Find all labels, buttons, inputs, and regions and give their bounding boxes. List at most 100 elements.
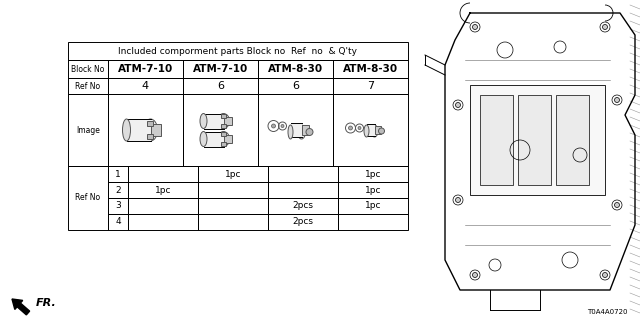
Text: 1: 1 bbox=[115, 170, 121, 179]
Text: 1pc: 1pc bbox=[365, 202, 381, 211]
Bar bbox=[183, 78, 258, 94]
Text: Block No: Block No bbox=[71, 65, 105, 74]
Bar bbox=[221, 132, 225, 136]
Bar bbox=[268, 166, 338, 182]
Bar bbox=[68, 166, 108, 230]
Circle shape bbox=[456, 102, 461, 108]
Bar bbox=[518, 95, 551, 185]
Bar bbox=[108, 166, 128, 182]
Text: 2pcs: 2pcs bbox=[292, 202, 314, 211]
Bar bbox=[128, 182, 198, 198]
Text: 4: 4 bbox=[115, 218, 121, 227]
Bar bbox=[470, 85, 605, 195]
Bar bbox=[338, 198, 408, 214]
Circle shape bbox=[614, 203, 620, 207]
Bar bbox=[108, 60, 183, 78]
Circle shape bbox=[271, 124, 275, 128]
Ellipse shape bbox=[143, 119, 157, 141]
Bar bbox=[150, 124, 161, 136]
Circle shape bbox=[306, 129, 313, 135]
Bar bbox=[198, 198, 268, 214]
Bar bbox=[223, 117, 232, 125]
Text: Ref No: Ref No bbox=[76, 194, 100, 203]
Text: 2pcs: 2pcs bbox=[292, 218, 314, 227]
Bar bbox=[333, 78, 408, 94]
Bar bbox=[108, 182, 128, 198]
Text: ATM-7-10: ATM-7-10 bbox=[118, 64, 173, 74]
Bar bbox=[127, 119, 150, 141]
Ellipse shape bbox=[122, 119, 131, 141]
Circle shape bbox=[602, 273, 607, 277]
Bar bbox=[291, 123, 301, 137]
Circle shape bbox=[472, 25, 477, 29]
Text: T0A4A0720: T0A4A0720 bbox=[588, 309, 628, 315]
Circle shape bbox=[358, 126, 361, 130]
Circle shape bbox=[378, 128, 385, 134]
Bar bbox=[204, 114, 223, 129]
Text: Included comporment parts Block no  Ref  no  & Q'ty: Included comporment parts Block no Ref n… bbox=[118, 46, 358, 55]
Bar bbox=[68, 42, 408, 60]
Bar bbox=[68, 60, 108, 78]
Bar bbox=[204, 132, 223, 147]
Text: 1pc: 1pc bbox=[365, 170, 381, 179]
Bar bbox=[268, 214, 338, 230]
Text: 2: 2 bbox=[115, 186, 121, 195]
Bar bbox=[258, 78, 333, 94]
Bar bbox=[333, 94, 408, 166]
Bar bbox=[367, 124, 374, 136]
Bar bbox=[221, 124, 225, 128]
Bar bbox=[338, 214, 408, 230]
Ellipse shape bbox=[218, 114, 230, 129]
Bar bbox=[128, 198, 198, 214]
Circle shape bbox=[456, 197, 461, 203]
FancyArrow shape bbox=[12, 299, 29, 315]
Bar bbox=[198, 182, 268, 198]
Ellipse shape bbox=[218, 132, 230, 147]
Bar bbox=[198, 166, 268, 182]
Text: 1pc: 1pc bbox=[365, 186, 381, 195]
Bar bbox=[480, 95, 513, 185]
Bar bbox=[338, 166, 408, 182]
Ellipse shape bbox=[200, 132, 207, 147]
Bar bbox=[223, 135, 232, 143]
Bar bbox=[68, 78, 108, 94]
Circle shape bbox=[602, 25, 607, 29]
Text: 4: 4 bbox=[142, 81, 149, 91]
Text: Image: Image bbox=[76, 125, 100, 134]
Bar bbox=[333, 60, 408, 78]
Bar bbox=[301, 125, 308, 135]
Ellipse shape bbox=[298, 125, 305, 139]
Text: 6: 6 bbox=[292, 81, 299, 91]
Ellipse shape bbox=[371, 125, 378, 137]
Bar bbox=[128, 166, 198, 182]
Ellipse shape bbox=[364, 125, 369, 137]
Text: ATM-7-10: ATM-7-10 bbox=[193, 64, 248, 74]
Bar bbox=[108, 78, 183, 94]
Circle shape bbox=[281, 124, 284, 127]
Text: 1pc: 1pc bbox=[155, 186, 172, 195]
Bar bbox=[183, 94, 258, 166]
Text: ATM-8-30: ATM-8-30 bbox=[268, 64, 323, 74]
Text: 1pc: 1pc bbox=[225, 170, 241, 179]
Bar bbox=[147, 134, 152, 139]
Bar bbox=[128, 214, 198, 230]
Circle shape bbox=[349, 126, 353, 130]
Text: ATM-8-30: ATM-8-30 bbox=[343, 64, 398, 74]
Bar bbox=[183, 60, 258, 78]
Text: Ref No: Ref No bbox=[76, 82, 100, 91]
Text: 7: 7 bbox=[367, 81, 374, 91]
Bar bbox=[108, 214, 128, 230]
Text: FR.: FR. bbox=[36, 298, 57, 308]
Bar bbox=[268, 182, 338, 198]
Ellipse shape bbox=[200, 114, 207, 129]
Bar bbox=[221, 142, 225, 146]
Text: 3: 3 bbox=[115, 202, 121, 211]
Bar bbox=[258, 94, 333, 166]
Bar bbox=[258, 60, 333, 78]
Bar bbox=[374, 126, 381, 134]
Bar bbox=[556, 95, 589, 185]
Ellipse shape bbox=[288, 125, 293, 139]
Bar bbox=[221, 114, 225, 118]
Bar bbox=[68, 94, 108, 166]
Bar bbox=[198, 214, 268, 230]
